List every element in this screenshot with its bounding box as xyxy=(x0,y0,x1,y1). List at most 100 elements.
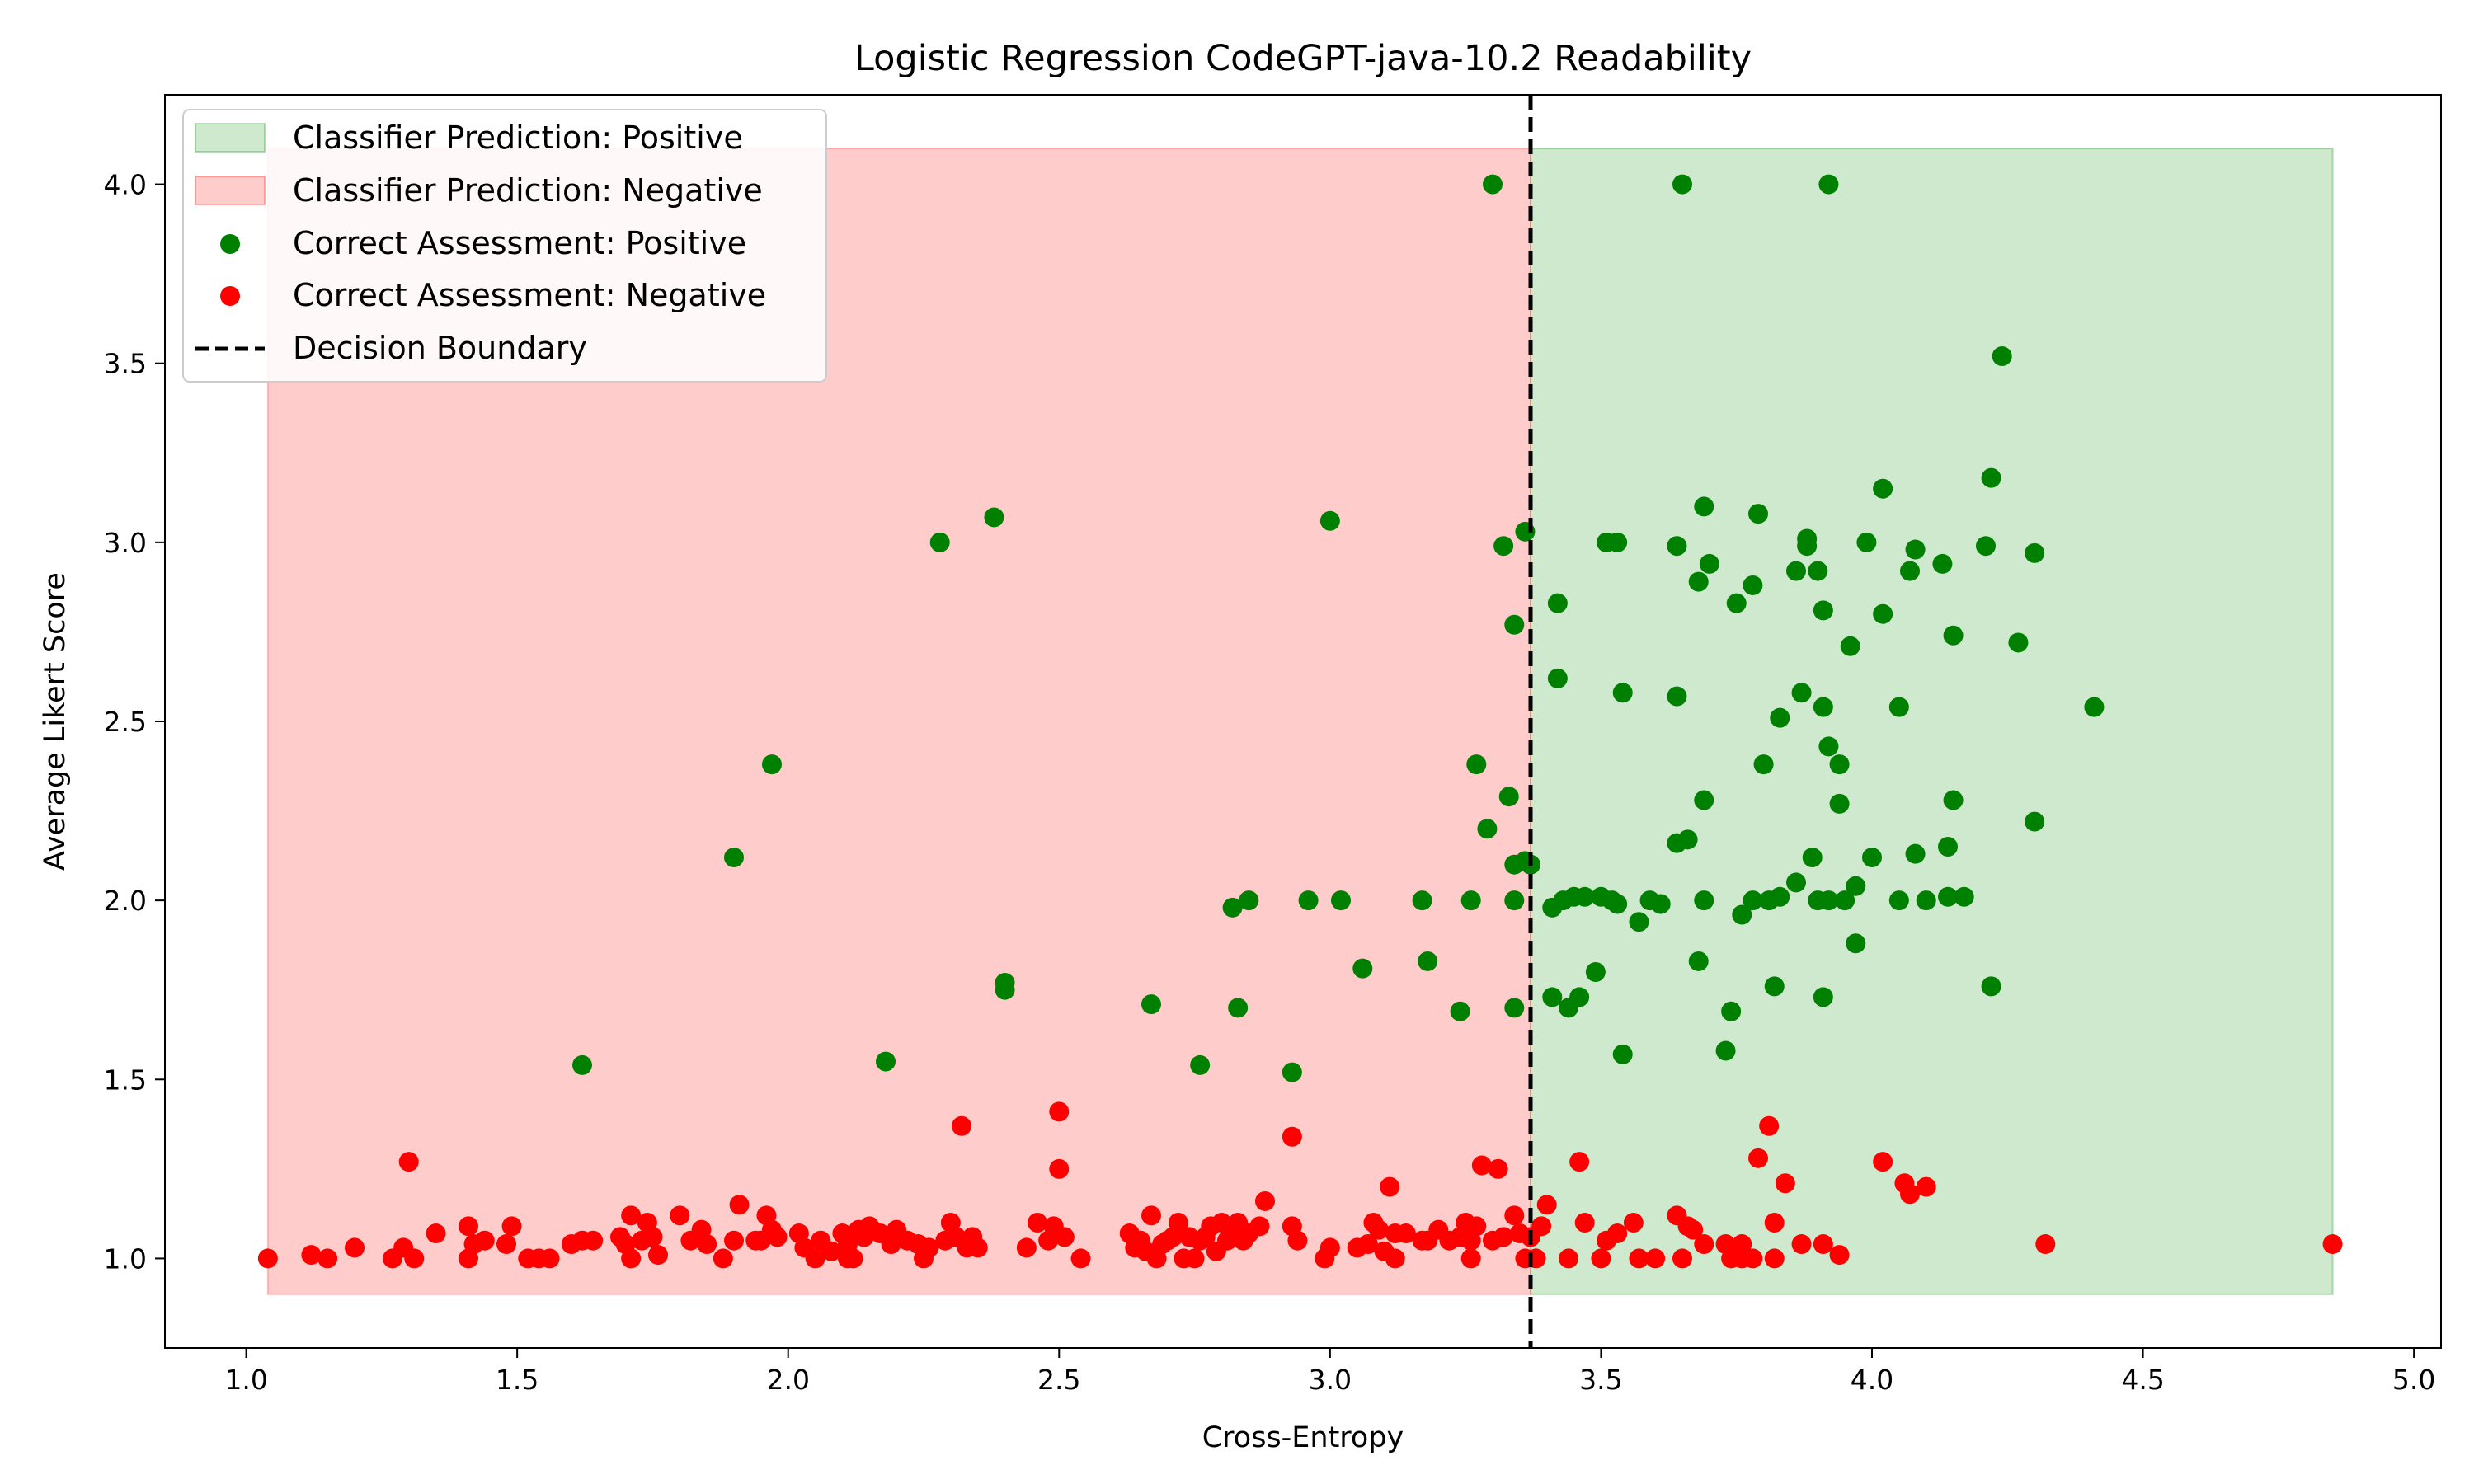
positive-point xyxy=(1667,686,1687,707)
negative-point xyxy=(501,1216,522,1237)
legend-label-positive-assessment: Correct Assessment: Positive xyxy=(293,225,746,261)
positive-point xyxy=(724,848,744,868)
negative-point xyxy=(648,1245,668,1266)
positive-point xyxy=(1888,890,1909,911)
negative-point xyxy=(1504,1205,1525,1226)
positive-point xyxy=(876,1051,896,1072)
negative-point xyxy=(1873,1152,1893,1172)
negative-point xyxy=(952,1115,971,1136)
positive-point xyxy=(1770,707,1790,728)
negative-point xyxy=(805,1248,825,1269)
positive-point xyxy=(995,979,1015,1000)
positive-point xyxy=(1786,561,1806,581)
negative-point xyxy=(919,1237,939,1258)
positive-point xyxy=(1141,994,1161,1015)
positive-point xyxy=(1846,876,1866,896)
negative-point xyxy=(1255,1190,1275,1211)
negative-point xyxy=(1493,1227,1514,1247)
x-tick-label: 3.0 xyxy=(1309,1364,1352,1396)
negative-point xyxy=(459,1216,478,1237)
positive-point xyxy=(1319,510,1340,531)
positive-point xyxy=(1607,532,1628,552)
negative-point xyxy=(317,1248,338,1269)
negative-point xyxy=(967,1237,988,1258)
positive-point xyxy=(1808,561,1828,581)
positive-point xyxy=(1764,976,1785,997)
positive-point xyxy=(1667,536,1687,556)
positive-point xyxy=(1418,951,1438,971)
y-tick-label: 3.0 xyxy=(104,527,147,559)
negative-point xyxy=(398,1152,419,1172)
legend: Classifier Prediction: Positive Classifi… xyxy=(182,109,827,383)
positive-point xyxy=(762,754,782,775)
positive-point xyxy=(1504,890,1525,911)
negative-point xyxy=(1775,1173,1795,1194)
y-tick-label: 2.5 xyxy=(104,706,147,738)
negative-point xyxy=(1471,1155,1492,1176)
negative-point xyxy=(1395,1223,1416,1244)
negative-point xyxy=(1645,1248,1666,1269)
x-tick-label: 5.0 xyxy=(2392,1364,2435,1396)
negative-point xyxy=(843,1248,863,1269)
positive-point xyxy=(1813,697,1833,717)
positive-point xyxy=(1802,848,1823,868)
negative-point xyxy=(257,1248,278,1269)
negative-point xyxy=(1743,1248,1763,1269)
legend-label-negative-assessment: Correct Assessment: Negative xyxy=(293,277,766,313)
negative-point xyxy=(1536,1195,1557,1215)
positive-point xyxy=(1450,1001,1470,1021)
negative-point xyxy=(621,1248,642,1269)
negative-point xyxy=(1287,1230,1308,1251)
positive-point xyxy=(1298,890,1319,911)
positive-prediction-region xyxy=(1530,148,2334,1295)
positive-point xyxy=(1954,886,1974,907)
positive-point xyxy=(1607,894,1628,914)
legend-swatch-positive-region xyxy=(195,123,266,153)
negative-point xyxy=(1764,1213,1785,1233)
negative-point xyxy=(670,1205,690,1226)
positive-point xyxy=(1888,697,1909,717)
negative-point xyxy=(1629,1248,1649,1269)
negative-point xyxy=(1759,1115,1780,1136)
negative-point xyxy=(767,1227,788,1247)
positive-point xyxy=(1981,976,2001,997)
positive-point xyxy=(2025,542,2045,563)
negative-point xyxy=(301,1245,322,1266)
negative-point xyxy=(1764,1248,1785,1269)
y-axis-label: Average Likert Score xyxy=(39,572,72,871)
positive-point xyxy=(1846,933,1866,954)
x-tick-label: 1.0 xyxy=(224,1364,267,1396)
y-axis-ticks: 1.0 1.5 2.0 2.5 3.0 3.5 4.0 xyxy=(104,169,165,1275)
negative-point xyxy=(2035,1234,2056,1255)
positive-point xyxy=(1938,837,1958,857)
positive-point xyxy=(1239,890,1259,911)
positive-point xyxy=(1542,987,1563,1007)
positive-point xyxy=(1612,683,1633,703)
negative-point xyxy=(1282,1126,1302,1147)
negative-point xyxy=(1569,1152,1590,1172)
negative-point xyxy=(1574,1213,1595,1233)
positive-point xyxy=(1753,754,1774,775)
positive-point xyxy=(1835,890,1856,911)
y-tick-label: 2.0 xyxy=(104,885,147,917)
negative-point xyxy=(1732,1234,1752,1255)
negative-point xyxy=(1694,1234,1714,1255)
positive-point xyxy=(1916,890,1936,911)
y-tick-label: 1.5 xyxy=(104,1064,147,1096)
positive-point xyxy=(1743,575,1763,595)
positive-point xyxy=(1547,668,1568,688)
positive-point xyxy=(1943,625,1964,646)
positive-point xyxy=(1818,174,1839,195)
positive-point xyxy=(1862,848,1882,868)
positive-point xyxy=(1547,593,1568,613)
positive-point xyxy=(1732,904,1752,925)
negative-point xyxy=(1683,1219,1704,1240)
negative-point xyxy=(1380,1176,1400,1197)
positive-point xyxy=(1677,829,1698,850)
legend-label-positive-region: Classifier Prediction: Positive xyxy=(293,120,743,156)
positive-point xyxy=(1905,843,1926,864)
negative-point xyxy=(1607,1223,1628,1244)
positive-point xyxy=(1650,894,1671,914)
positive-point xyxy=(1574,886,1595,907)
